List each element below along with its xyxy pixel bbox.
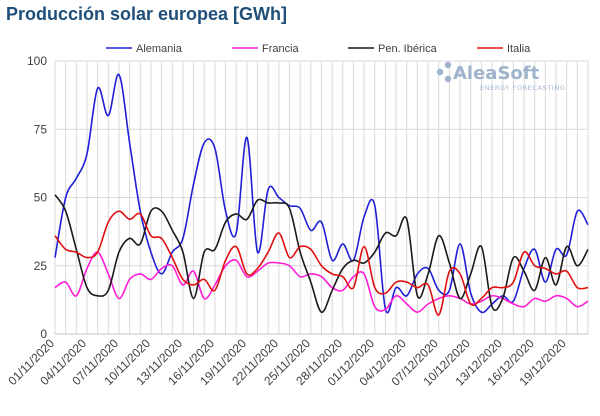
y-tick-label: 0 xyxy=(40,327,47,341)
logo-mark-icon xyxy=(436,61,452,83)
grid-lines xyxy=(54,60,589,335)
logo-name: AleaSoft xyxy=(453,63,540,84)
legend: Alemania Francia Pen. Ibérica Italia xyxy=(106,43,531,55)
legend-label-pen-iberica: Pen. Ibérica xyxy=(378,43,438,55)
logo-tagline: ENERGY FORECASTING xyxy=(480,84,566,92)
y-tick-label: 100 xyxy=(27,54,47,68)
legend-label-francia: Francia xyxy=(262,43,300,55)
y-tick-label: 25 xyxy=(34,259,48,273)
x-tick-labels: 01/11/202004/11/202007/11/202010/11/2020… xyxy=(5,336,569,389)
legend-label-italia: Italia xyxy=(507,43,531,55)
chart-title: Producción solar europea [GWh] xyxy=(6,4,288,24)
y-tick-label: 50 xyxy=(34,191,48,205)
series-line-italia xyxy=(54,210,589,316)
series-line-pen-iberica xyxy=(54,194,589,313)
series-lines xyxy=(54,73,589,316)
legend-label-alemania: Alemania xyxy=(136,43,183,55)
y-tick-labels: 0 25 50 75 100 xyxy=(27,54,47,341)
logo: AleaSoft ENERGY FORECASTING xyxy=(436,61,566,92)
series-line-francia xyxy=(54,251,589,313)
series-line-alemania xyxy=(54,73,589,314)
y-tick-label: 75 xyxy=(34,122,48,136)
